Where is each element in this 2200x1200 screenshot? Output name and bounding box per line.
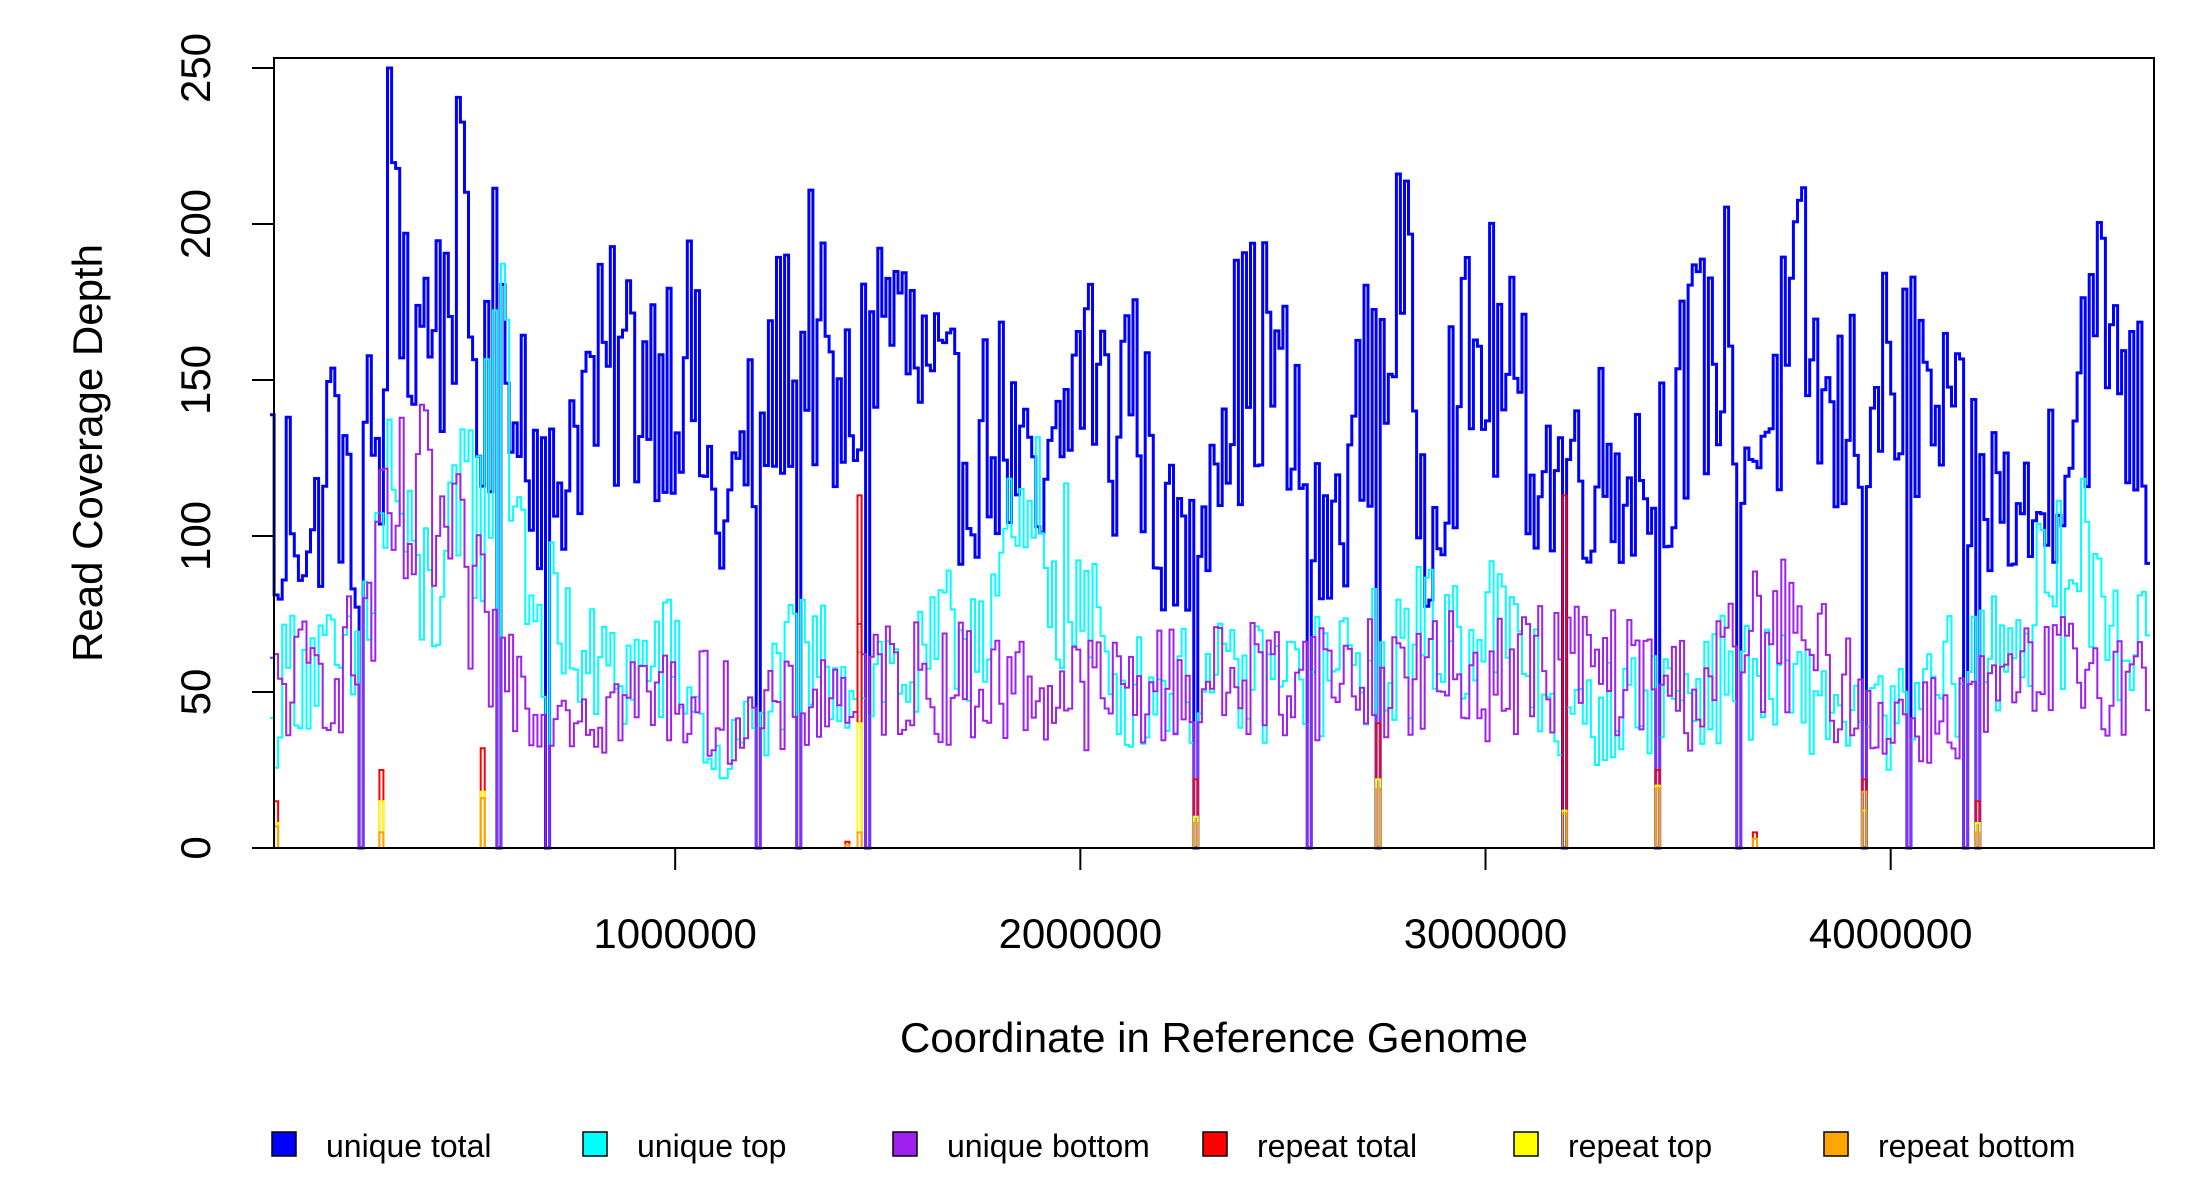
x-axis: 1000000 2000000 3000000 4000000 bbox=[593, 848, 1972, 957]
y-tick-label: 150 bbox=[172, 345, 219, 415]
x-tick-label: 2000000 bbox=[999, 910, 1163, 957]
y-tick-label: 0 bbox=[172, 836, 219, 859]
legend-swatch bbox=[1202, 1131, 1228, 1157]
y-tick-label: 200 bbox=[172, 189, 219, 259]
y-tick-label: 100 bbox=[172, 501, 219, 571]
series-layer bbox=[270, 66, 2150, 850]
legend-swatch bbox=[582, 1131, 608, 1157]
legend-swatch bbox=[1823, 1131, 1849, 1157]
x-tick-label: 1000000 bbox=[593, 910, 757, 957]
legend-label: unique bottom bbox=[947, 1128, 1150, 1164]
legend: unique total unique top unique bottom repea… bbox=[271, 1128, 2075, 1164]
series-line-unique-total bbox=[270, 66, 2150, 850]
y-axis: 0 50 100 150 200 250 bbox=[172, 33, 275, 860]
legend-swatch bbox=[1513, 1131, 1539, 1157]
series-line-unique-top bbox=[270, 262, 2150, 849]
y-axis-label: Read Coverage Depth bbox=[64, 244, 111, 662]
series-line-unique-bottom bbox=[270, 403, 2150, 849]
x-tick-label: 3000000 bbox=[1404, 910, 1568, 957]
x-tick-label: 4000000 bbox=[1809, 910, 1973, 957]
x-axis-label: Coordinate in Reference Genome bbox=[900, 1014, 1528, 1061]
y-tick-label: 50 bbox=[172, 669, 219, 716]
legend-label: unique total bbox=[326, 1128, 491, 1164]
legend-label: unique top bbox=[637, 1128, 786, 1164]
y-tick-label: 250 bbox=[172, 33, 219, 103]
legend-swatch bbox=[271, 1131, 297, 1157]
series-line-repeat-top bbox=[270, 722, 2150, 849]
legend-label: repeat total bbox=[1257, 1128, 1417, 1164]
legend-label: repeat top bbox=[1568, 1128, 1712, 1164]
legend-swatch bbox=[892, 1131, 918, 1157]
legend-label: repeat bottom bbox=[1878, 1128, 2075, 1164]
series-line-repeat-bottom bbox=[270, 787, 2150, 849]
